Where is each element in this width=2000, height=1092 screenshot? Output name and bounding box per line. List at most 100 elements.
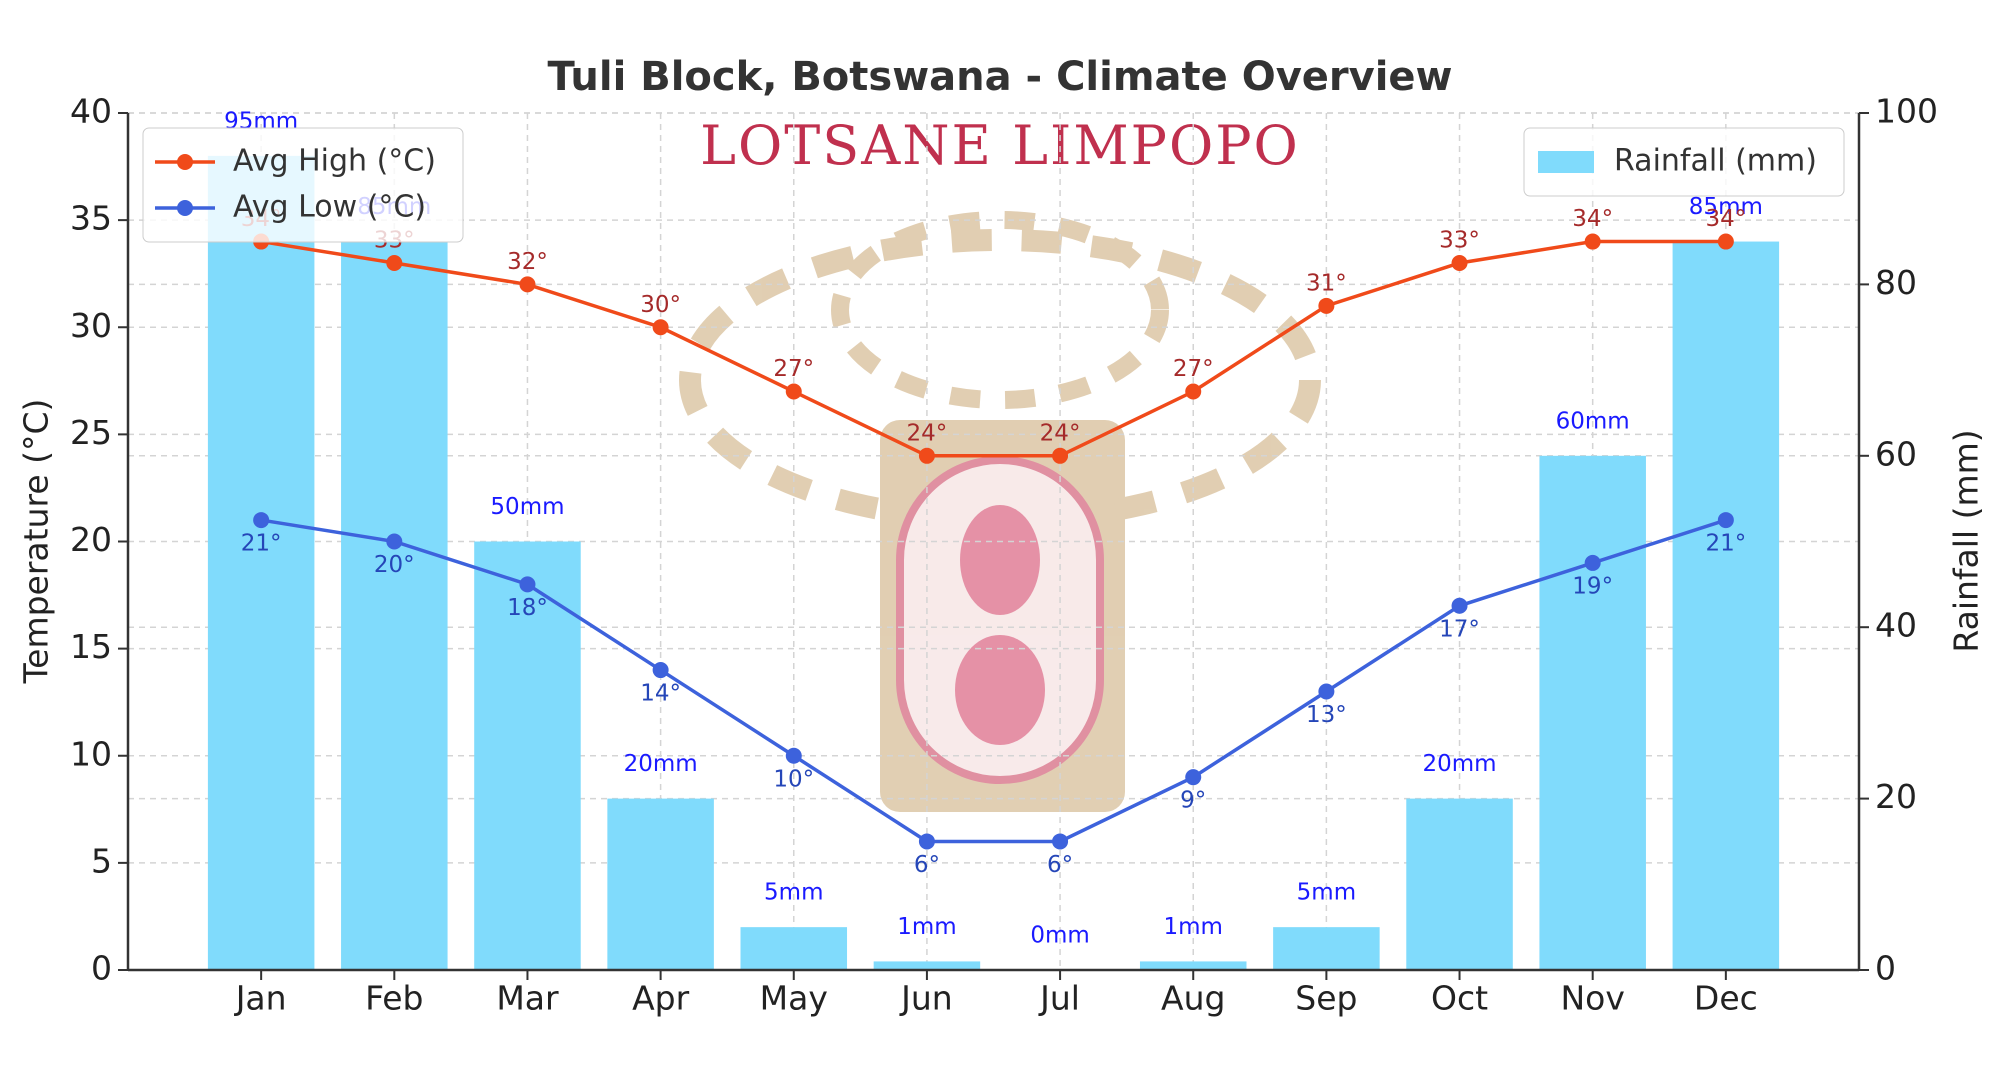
point [1451,254,1468,271]
bar [740,927,848,970]
data-label: 5mm [764,880,823,906]
bar [474,541,581,970]
legend-swatch [177,200,193,216]
point [386,254,403,271]
legend-box [1523,127,1845,197]
x-tick-label: Dec [1694,979,1758,1018]
data-label: 27° [1173,356,1214,382]
point [1052,447,1069,464]
data-label: 1mm [897,914,956,940]
x-tick-label: Apr [632,979,690,1018]
bar [207,155,315,971]
y2-tick-label: 40 [1875,606,1917,645]
data-label: 21° [241,531,282,557]
x-tick-label: Aug [1161,979,1225,1018]
data-label: 33° [1439,227,1480,253]
legend-label: Avg Low (°C) [233,190,426,225]
data-label: 31° [1306,270,1347,296]
data-label: 27° [773,356,814,382]
data-label: 20mm [624,751,698,777]
data-label: 32° [507,249,548,275]
data-label: 24° [907,420,948,446]
data-label: 13° [1306,702,1347,728]
point [1584,554,1601,571]
point [918,447,935,464]
bar [1672,241,1780,971]
data-label: 17° [1439,616,1480,642]
y-tick-label: 30 [70,306,112,345]
bar [341,241,448,971]
data-label: 34° [1705,206,1746,232]
data-label: 9° [1180,788,1206,814]
y2-tick-label: 100 [1875,92,1938,131]
y-tick-label: 15 [70,627,112,666]
point [785,383,802,400]
data-label: 14° [640,681,681,707]
point [1185,769,1202,786]
data-label: 0mm [1030,923,1089,949]
data-label: 34° [1572,206,1613,232]
y-tick-label: 10 [70,734,112,773]
point [1052,833,1069,850]
point [253,512,270,529]
bar [873,961,981,970]
data-label: 85mm [1689,194,1763,220]
logo-badge [896,456,1104,784]
bar [1273,927,1380,970]
legend-box [142,127,464,243]
point [519,576,536,593]
y2-tick-label: 60 [1875,434,1917,473]
data-label: 18° [507,595,548,621]
bar [607,798,714,970]
y-tick-label: 40 [70,92,112,131]
x-tick-label: May [760,979,828,1018]
y2-tick-label: 80 [1875,263,1917,302]
y-tick-label: 25 [70,413,112,452]
bar [1539,455,1646,970]
line [260,239,1726,458]
data-label: 60mm [1556,408,1630,434]
point [386,533,403,550]
data-label: 24° [1040,420,1081,446]
watermark: LOTSANE LIMPOPO [700,114,1300,177]
bar [1139,961,1247,970]
data-label: 20mm [1422,751,1496,777]
data-label: 10° [773,766,814,792]
data-label: 21° [1705,531,1746,557]
chart-title: Tuli Block, Botswana - Climate Overview [547,54,1452,100]
x-tick-label: Jun [899,979,953,1018]
legend-swatch [177,154,193,170]
data-label: 6° [914,852,940,878]
point [1451,597,1468,614]
legend-label: Avg High (°C) [233,144,436,179]
data-label: 1mm [1164,914,1223,940]
x-tick-label: Oct [1431,979,1488,1018]
data-label: 50mm [490,494,564,520]
point [1717,512,1734,529]
data-label: 6° [1047,852,1073,878]
point [1717,233,1734,250]
x-tick-label: Jul [1038,979,1080,1018]
x-tick-label: Feb [365,979,423,1018]
y-tick-label: 20 [70,520,112,559]
y2-axis-label: Rainfall (mm) [1947,429,1986,652]
baobab-crown [831,211,1169,409]
x-tick-label: Mar [496,979,559,1018]
point [918,833,935,850]
y-tick-label: 0 [91,949,112,988]
bar [1406,798,1513,970]
y2-tick-label: 0 [1875,949,1896,988]
x-tick-label: Jan [234,979,287,1018]
point [1584,233,1601,250]
point [1185,383,1202,400]
y2-tick-label: 20 [1875,777,1917,816]
point [1318,683,1335,700]
point [652,319,669,336]
y-tick-label: 5 [91,841,112,880]
x-tick-label: Sep [1295,979,1357,1018]
x-tick-label: Nov [1560,979,1624,1018]
legend-label: Rainfall (mm) [1614,144,1817,179]
line [260,518,1727,844]
point [652,662,669,679]
